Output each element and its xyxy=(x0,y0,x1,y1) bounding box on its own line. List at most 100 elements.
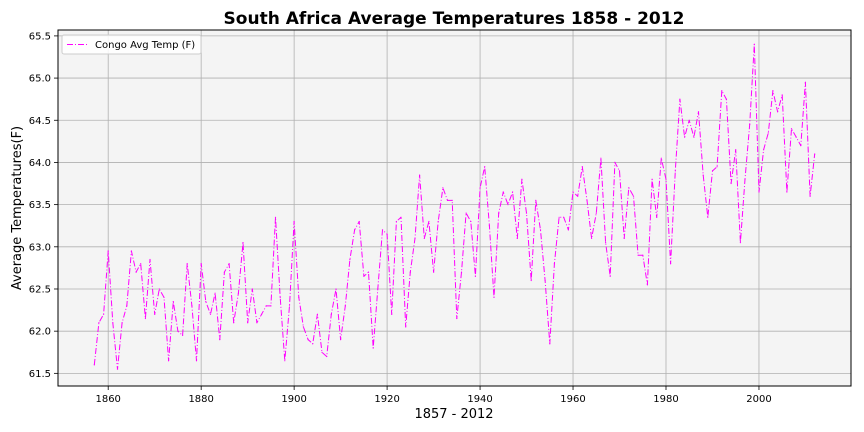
data-point xyxy=(349,258,351,261)
y-axis-ticks: 61.5 62.0 62.5 63.0 63.5 64.0 64.5 65.0 65.5 xyxy=(29,31,58,380)
data-point xyxy=(642,254,644,256)
data-point xyxy=(558,216,560,218)
data-point xyxy=(753,43,755,45)
data-point xyxy=(521,178,523,180)
data-point xyxy=(103,313,105,315)
data-point xyxy=(711,170,714,172)
y-tick-label: 61.5 xyxy=(29,369,51,380)
data-point xyxy=(316,313,318,315)
data-point xyxy=(372,347,374,349)
data-point xyxy=(516,237,518,239)
plot-frame xyxy=(57,29,852,387)
data-point xyxy=(307,339,309,341)
x-tick-label: 1960 xyxy=(560,394,585,405)
data-point xyxy=(326,355,328,358)
data-point xyxy=(456,317,458,320)
data-point xyxy=(168,360,170,362)
data-point xyxy=(553,263,556,265)
data-point xyxy=(730,182,732,185)
chart-title: South Africa Average Temperatures 1858 -… xyxy=(224,9,685,29)
data-point xyxy=(809,195,811,197)
data-point xyxy=(474,275,476,277)
data-point xyxy=(256,322,258,324)
data-point xyxy=(163,296,165,298)
data-point xyxy=(493,296,495,298)
x-tick-label: 1920 xyxy=(374,394,399,405)
data-point xyxy=(214,292,216,294)
data-point xyxy=(488,225,490,227)
x-tick-label: 1940 xyxy=(467,394,492,405)
data-point xyxy=(140,263,142,265)
data-point xyxy=(298,296,300,298)
data-point xyxy=(679,98,681,100)
y-tick-label: 62.5 xyxy=(29,284,51,295)
data-point xyxy=(195,360,198,362)
data-point xyxy=(460,271,463,273)
data-point xyxy=(660,157,662,159)
data-point xyxy=(363,275,365,277)
data-point xyxy=(186,263,188,265)
data-point xyxy=(511,191,514,193)
data-point xyxy=(205,301,207,303)
data-point xyxy=(763,149,765,151)
data-point xyxy=(223,271,225,273)
legend: Congo Avg Temp (F) xyxy=(61,34,202,55)
data-point xyxy=(646,284,649,286)
data-point xyxy=(98,322,100,324)
data-point xyxy=(293,220,295,223)
data-point xyxy=(470,220,472,223)
data-point xyxy=(581,166,583,168)
data-point xyxy=(279,296,281,298)
data-point xyxy=(790,128,793,130)
data-point xyxy=(172,301,174,303)
data-point xyxy=(107,250,109,252)
data-point xyxy=(632,195,635,197)
y-tick-label: 63.5 xyxy=(29,200,51,211)
data-point xyxy=(177,330,179,332)
data-point xyxy=(116,368,119,370)
data-point xyxy=(182,334,184,336)
data-point xyxy=(209,313,212,315)
data-point xyxy=(572,191,574,193)
data-point xyxy=(549,343,551,345)
data-point xyxy=(614,161,616,163)
data-point xyxy=(344,305,346,307)
data-point xyxy=(735,149,737,151)
data-point xyxy=(158,288,160,290)
series-layer xyxy=(93,43,816,370)
data-point xyxy=(433,271,435,273)
data-point xyxy=(716,166,718,168)
data-point xyxy=(725,98,728,100)
data-point xyxy=(423,237,425,239)
data-point xyxy=(749,123,751,126)
data-point xyxy=(665,178,667,180)
series-line xyxy=(93,43,816,370)
y-tick-label: 62.0 xyxy=(29,327,51,338)
x-tick-label: 1900 xyxy=(281,394,306,405)
data-point xyxy=(777,111,779,113)
data-point xyxy=(684,136,686,138)
data-point xyxy=(721,90,723,92)
data-point xyxy=(405,326,407,328)
data-point xyxy=(270,305,272,307)
x-axis-label: 1857 - 2012 xyxy=(414,407,493,422)
y-tick-label: 63.0 xyxy=(29,242,51,253)
data-point xyxy=(126,305,128,307)
data-point xyxy=(144,317,146,320)
data-point xyxy=(623,237,625,239)
data-point xyxy=(465,212,467,214)
data-point xyxy=(525,212,528,214)
data-point xyxy=(242,242,244,244)
data-point xyxy=(395,220,397,223)
x-tick-label: 2000 xyxy=(746,394,771,405)
x-axis-ticks: 1860 1880 1900 1920 1940 1960 1980 2000 xyxy=(95,386,772,405)
data-point xyxy=(219,339,221,341)
data-point xyxy=(479,187,481,189)
data-point xyxy=(233,322,235,324)
data-point xyxy=(367,271,370,273)
data-point xyxy=(739,242,742,244)
data-point xyxy=(688,119,690,121)
data-point xyxy=(312,343,314,345)
y-tick-label: 64.5 xyxy=(29,116,51,127)
